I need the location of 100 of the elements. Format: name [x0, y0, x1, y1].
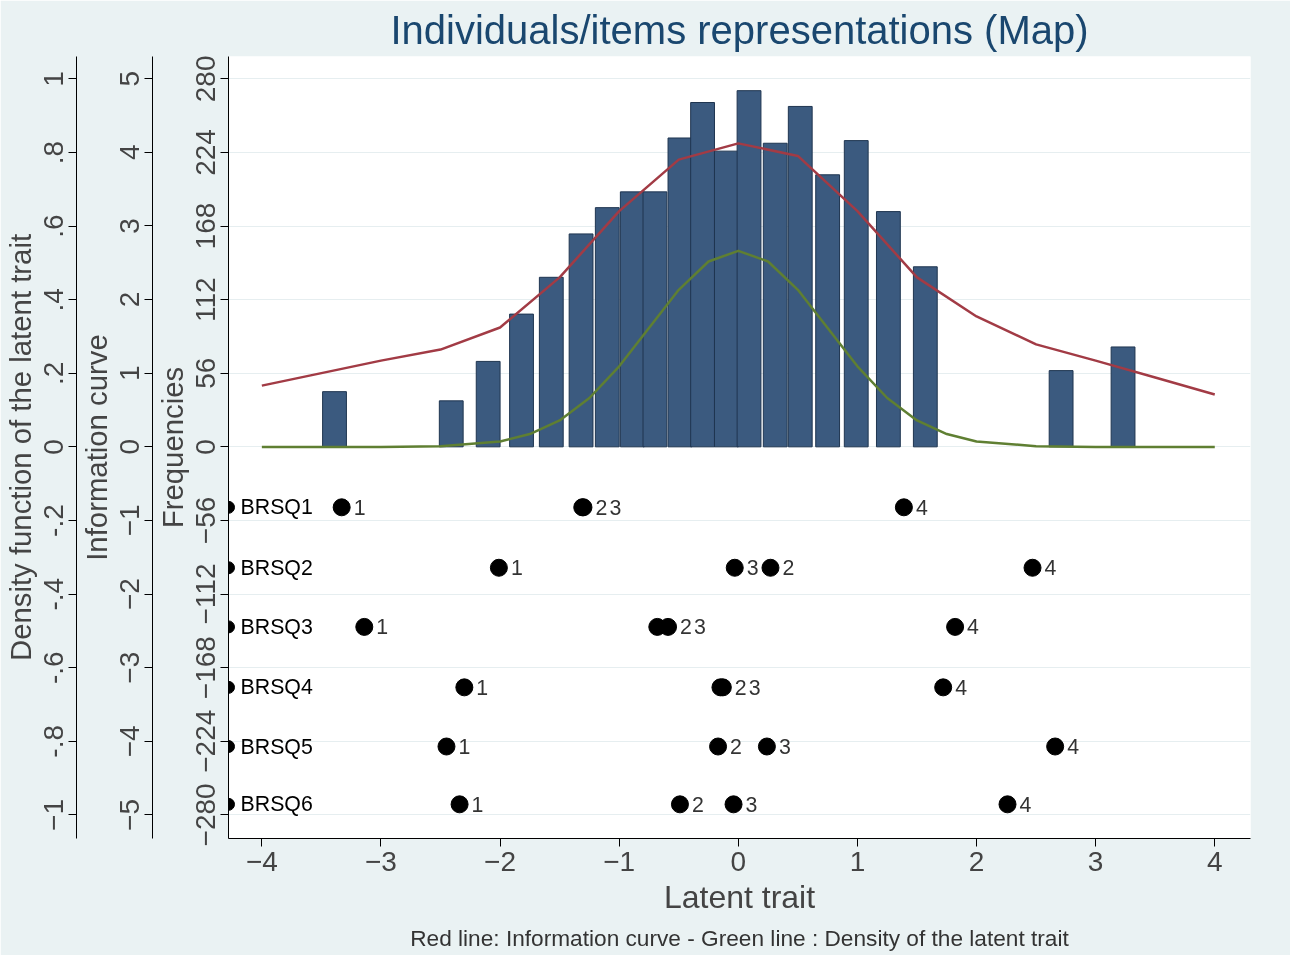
y2-tick-label: −4 [114, 725, 146, 758]
point [489, 558, 508, 577]
x-tick-label: 0 [730, 845, 747, 877]
annotation: 2 [730, 735, 742, 759]
point [437, 737, 456, 756]
y3-tick-label: -.6 [38, 651, 70, 685]
annotation: 1 [471, 792, 484, 817]
bar [438, 400, 464, 448]
point [450, 795, 469, 814]
annotation: 4 [1019, 792, 1032, 817]
y3-tick-label: -.2 [38, 504, 70, 537]
y-tick-label: −168 [190, 636, 222, 700]
y-tick-label: 56 [190, 357, 222, 389]
annotation: 2 [691, 792, 704, 817]
line-series [260, 142, 1217, 396]
point [724, 795, 743, 814]
y2-tick-label: −5 [114, 798, 146, 831]
annotation: 3 [748, 675, 761, 700]
annotation: 4 [1044, 556, 1057, 581]
point [998, 795, 1017, 814]
y3-tick-label: -.4 [38, 577, 70, 611]
y2-axis-title: Information curve [79, 334, 113, 561]
bar [815, 174, 841, 448]
x-tick-label: 3 [1087, 845, 1104, 877]
bar [1048, 370, 1074, 448]
bar [875, 211, 901, 448]
y3-tick-label: .4 [38, 288, 70, 312]
y-tick-label: −56 [190, 496, 222, 545]
y-tick-label: 168 [190, 202, 222, 250]
y-tick-label: 224 [190, 129, 222, 176]
y3-tick-label: .6 [38, 214, 70, 238]
annotation: 2 [680, 615, 692, 640]
y-axis-title: Frequencies [155, 366, 189, 529]
bar [1110, 346, 1136, 448]
x-tick-label: −4 [245, 845, 278, 877]
legend-label: BRSQ1 [240, 495, 313, 520]
y2-tick-label: −1 [114, 504, 146, 537]
y-tick-label: 112 [190, 277, 222, 322]
x-axis-title: Latent trait [663, 878, 816, 915]
y-tick-label: 0 [190, 439, 222, 455]
y2-tick-label: 0 [114, 438, 146, 455]
point [1046, 737, 1065, 756]
y3-tick-label: 1 [38, 71, 70, 87]
annotation: 2 [734, 675, 747, 700]
y-tick-label: −280 [190, 783, 222, 847]
annotation: 1 [458, 735, 471, 759]
point [709, 737, 728, 756]
y2-tick-label: 2 [114, 291, 146, 308]
y3-tick-label: .2 [38, 361, 70, 386]
y3-tick-label: .8 [38, 140, 70, 165]
y-tick-label: 280 [190, 55, 222, 103]
point [761, 558, 780, 577]
annotation: 3 [746, 556, 759, 581]
point [946, 617, 965, 636]
point [455, 678, 474, 697]
annotation: 1 [510, 556, 523, 581]
legend-label: BRSQ6 [240, 792, 313, 817]
point [332, 498, 351, 517]
y2-tick-label: 1 [114, 365, 146, 381]
y3-axis-title: Density function of the latent trait [3, 233, 37, 662]
annotation: 1 [376, 615, 389, 640]
text: Red line: Information curve - Green line : Density of the latent trait [410, 924, 1070, 951]
annotation: 2 [782, 556, 795, 581]
legend-label: BRSQ2 [240, 555, 313, 580]
annotation: 4 [915, 495, 928, 520]
y2-tick-label: 3 [114, 218, 146, 234]
y3-tick-label: -.8 [38, 725, 70, 758]
legend-label: BRSQ4 [240, 675, 313, 700]
bar [843, 140, 869, 448]
y2-tick-label: 4 [114, 144, 146, 161]
annotation: 1 [476, 675, 489, 700]
bar [322, 391, 347, 448]
bar [538, 276, 564, 448]
chart-title: Individuals/items representations (Map) [390, 7, 1089, 52]
x-tick-label: −1 [603, 845, 636, 877]
x-tick-label: 4 [1206, 845, 1223, 877]
point [725, 558, 744, 577]
bar [912, 266, 938, 448]
line-series [260, 249, 1217, 449]
point [757, 737, 776, 756]
point [670, 795, 689, 814]
y3-tick-label: 0 [38, 439, 70, 455]
x-tick-label: 1 [849, 845, 866, 877]
x-tick-label: −2 [484, 845, 517, 877]
annotation: 4 [955, 675, 968, 700]
annotation: 4 [1067, 735, 1080, 759]
y-tick-label: −224 [190, 709, 222, 773]
annotation: 4 [967, 615, 980, 640]
point [355, 617, 374, 636]
annotation: 3 [609, 495, 622, 520]
x-tick-label: 2 [968, 845, 985, 877]
point [934, 678, 953, 697]
y3-tick-label: −1 [38, 798, 70, 831]
annotation: 3 [745, 792, 758, 817]
y2-tick-label: −3 [114, 651, 146, 684]
bar [475, 360, 501, 448]
point [894, 498, 913, 517]
y2-tick-label: −2 [114, 578, 146, 610]
point [1023, 558, 1042, 577]
y-tick-label: −112 [190, 563, 222, 625]
